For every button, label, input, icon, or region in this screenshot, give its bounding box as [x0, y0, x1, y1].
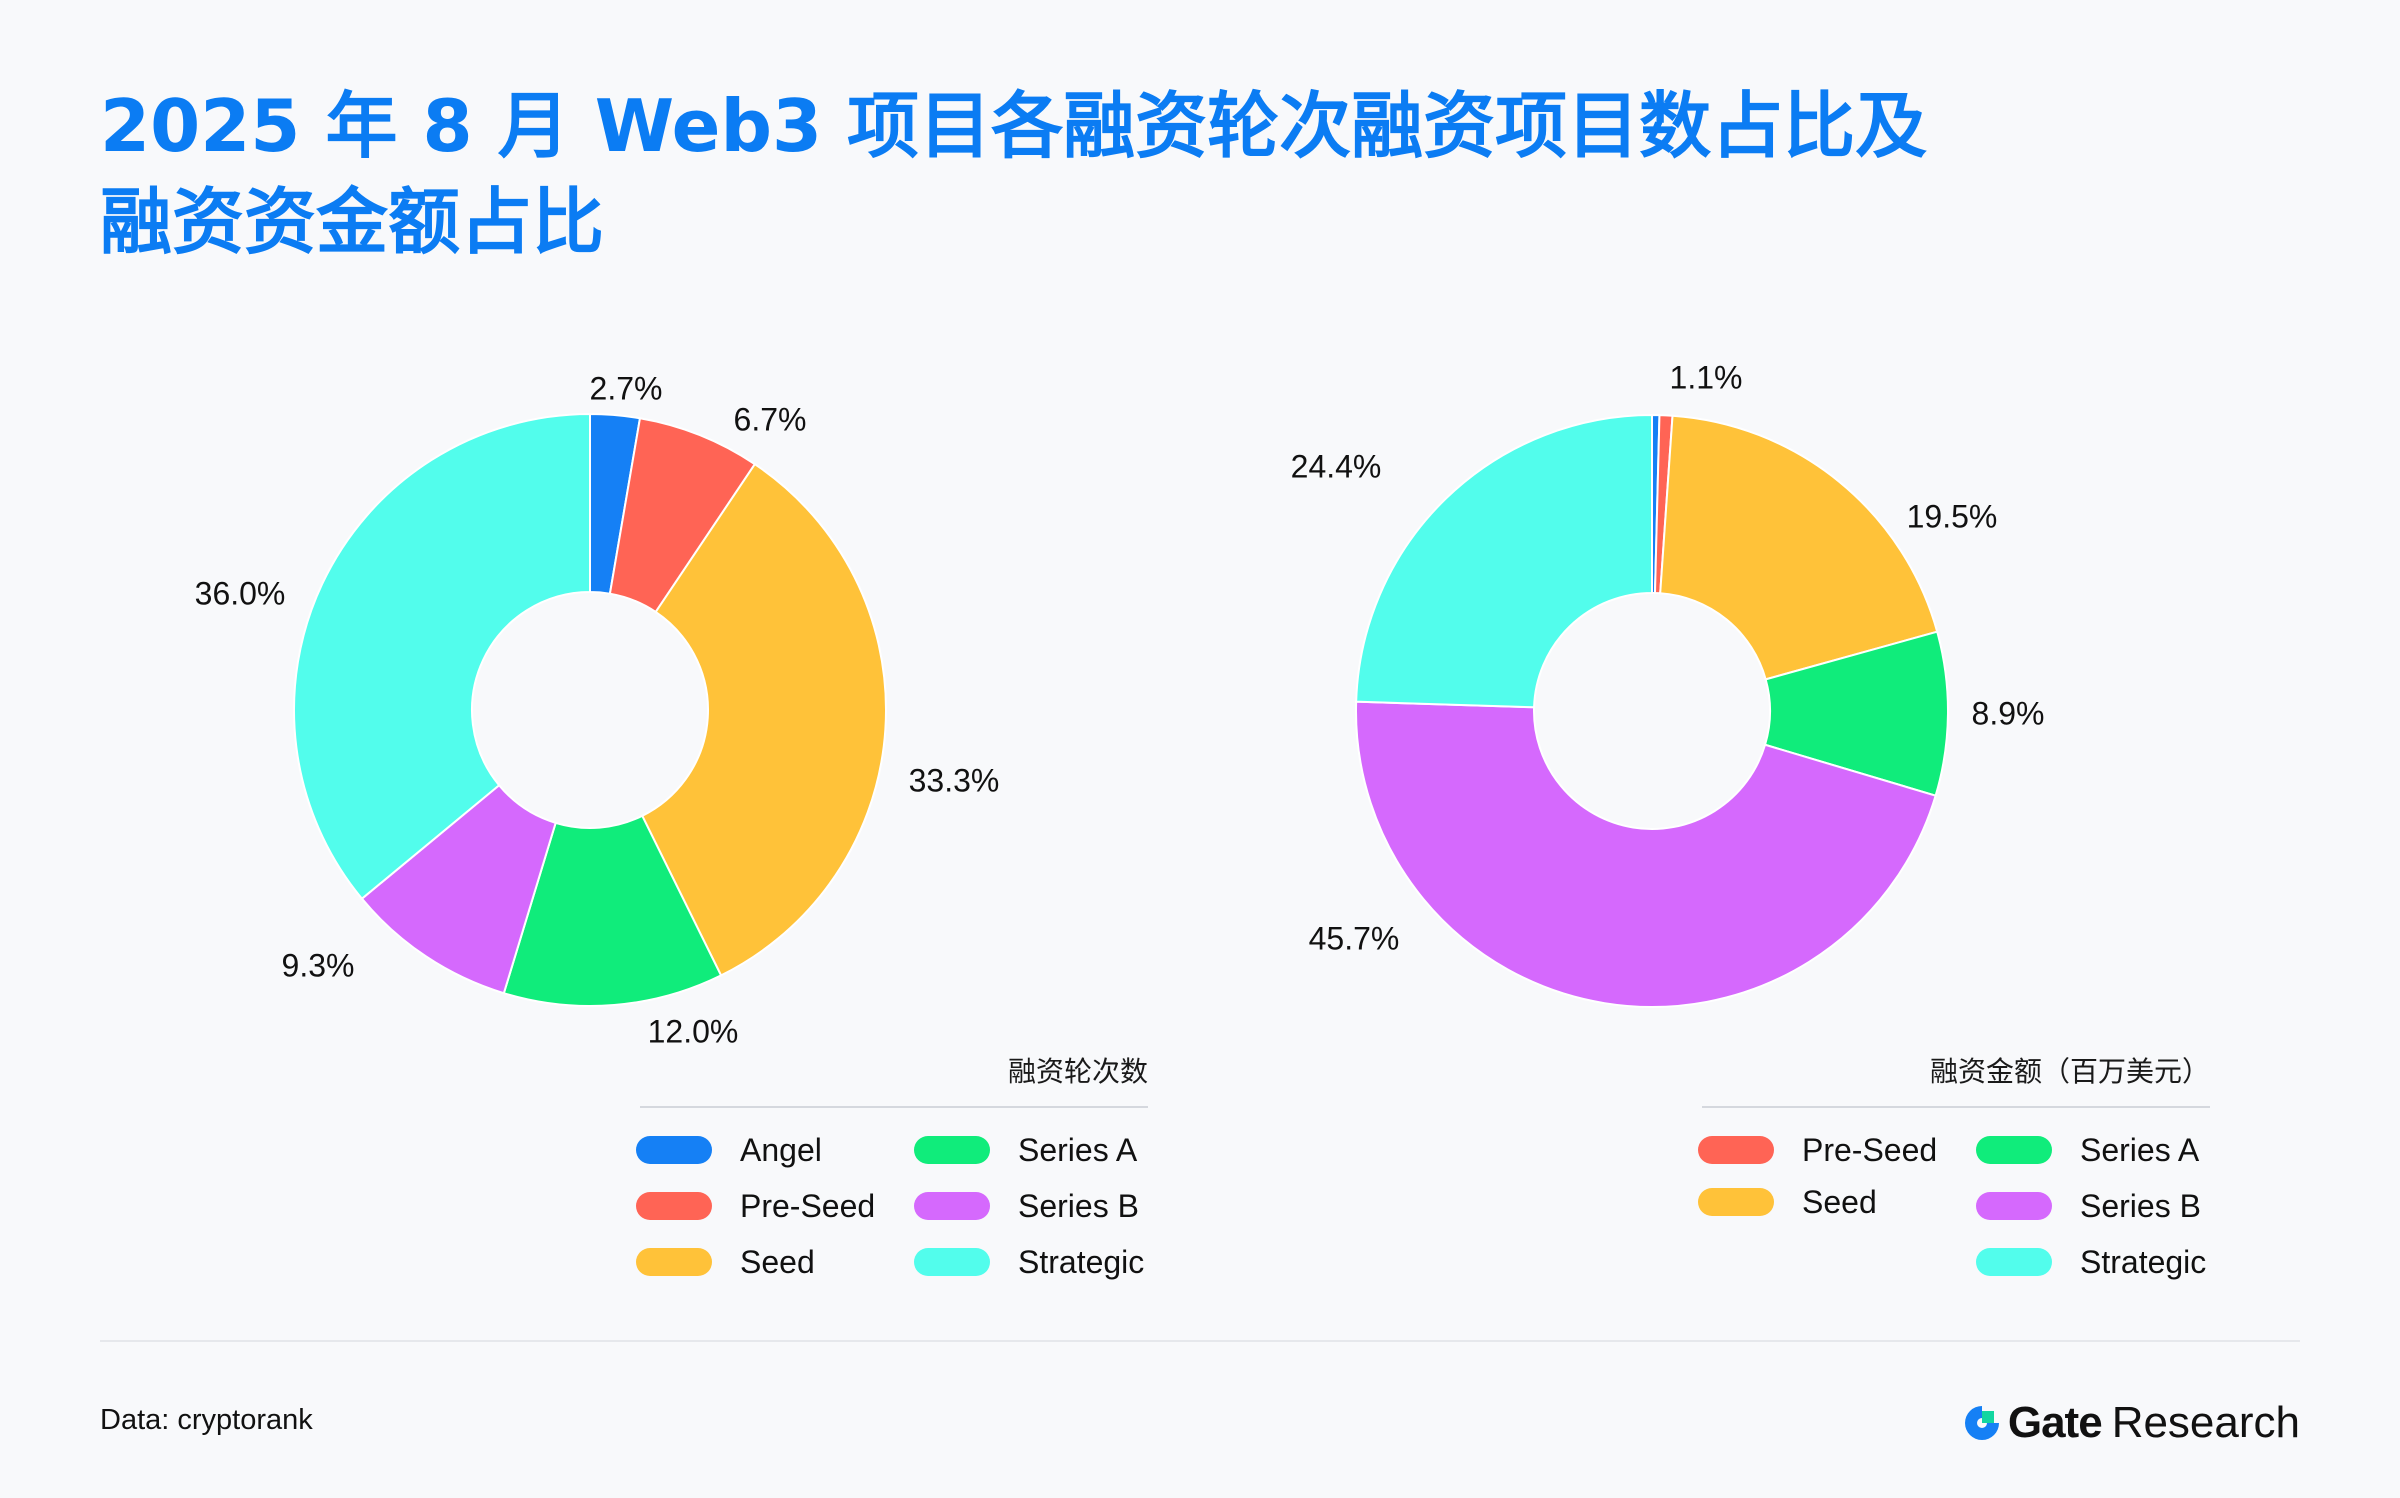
donut-chart-funding-amount: 1.1% 19.5% 8.9% 45.7% 24.4% [1291, 359, 2044, 1008]
legend-label: Pre-Seed [1802, 1131, 1938, 1168]
data-label: 12.0% [648, 1013, 739, 1049]
legend-swatch [636, 1136, 712, 1164]
data-label: 2.7% [590, 370, 663, 406]
legend-label: Pre-Seed [740, 1187, 876, 1224]
legend-item-series-b: Series B [914, 1186, 1139, 1226]
data-label: 36.0% [195, 575, 286, 611]
data-source: Data: cryptorank [100, 1404, 313, 1436]
legend-item-strategic: Strategic [1976, 1242, 2206, 1282]
slice-strategic [293, 412, 591, 901]
legend-label: Series B [2080, 1187, 2201, 1224]
page-title: 2025 年 8 月 Web3 项目各融资轮次融资项目数占比及 融资资金额占比 [100, 78, 2250, 270]
brand-research-text: Research [2111, 1398, 2300, 1447]
legend-title: 融资轮次数 [1007, 1055, 1148, 1088]
data-label: 45.7% [1309, 920, 1400, 956]
legend-swatch [1698, 1188, 1774, 1216]
legend-swatch [914, 1136, 990, 1164]
legend-item-series-a: Series A [914, 1130, 1137, 1170]
legend-item-seed: Seed [1698, 1182, 1877, 1222]
data-label-group: 1.1% 19.5% 8.9% 45.7% 24.4% [1291, 359, 2045, 956]
legend-swatch [636, 1248, 712, 1276]
legend-label: Series A [2080, 1131, 2200, 1168]
title-line-2: 融资资金额占比 [100, 180, 605, 264]
legend-label: Series A [1018, 1131, 1138, 1168]
brand-logo: Gate Research [1962, 1398, 2300, 1448]
legend-item-pre-seed: Pre-Seed [1698, 1130, 1937, 1170]
legend-swatch [914, 1248, 990, 1276]
legend-swatch [636, 1192, 712, 1220]
legend-divider [1702, 1106, 2210, 1108]
legend-label: Angel [740, 1131, 822, 1168]
legend-label: Seed [740, 1243, 815, 1280]
title-line-1: 2025 年 8 月 Web3 项目各融资轮次融资项目数占比及 [100, 84, 1928, 168]
legend-item-seed: Seed [636, 1242, 815, 1282]
slice-series-b [1355, 700, 1937, 1008]
legend-item-angel: Angel [636, 1130, 822, 1170]
legend-label: Strategic [2080, 1243, 2207, 1280]
data-label-group: 2.7% 6.7% 33.3% 12.0% 9.3% 36.0% [195, 370, 1000, 1049]
data-label: 19.5% [1907, 498, 1998, 534]
data-label: 8.9% [1972, 695, 2045, 731]
data-label: 9.3% [282, 947, 355, 983]
legend-swatch [914, 1192, 990, 1220]
legend-item-strategic: Strategic [914, 1242, 1144, 1282]
legend-item-pre-seed: Pre-Seed [636, 1186, 875, 1226]
legend-divider [640, 1106, 1148, 1108]
slice-strategic [1355, 413, 1653, 709]
legend-label: Strategic [1018, 1243, 1145, 1280]
legend-funding-amount: 融资金额（百万美元） Pre-Seed Seed Series A Series B S… [1698, 1050, 2210, 1290]
legend-swatch [1976, 1136, 2052, 1164]
legend-swatch [1698, 1136, 1774, 1164]
footer-divider [100, 1340, 2300, 1342]
data-label: 24.4% [1291, 448, 1382, 484]
legend-round-count: 融资轮次数 Angel Pre-Seed Seed Series A Series B S… [636, 1050, 1148, 1290]
brand-gate-text: Gate [2007, 1398, 2103, 1447]
legend-swatch [1976, 1192, 2052, 1220]
slice-series-a [502, 814, 723, 1007]
legend-title: 融资金额（百万美元） [1929, 1055, 2210, 1088]
slice-seed [640, 462, 887, 977]
gate-logo-icon [1964, 1406, 1999, 1440]
legend-label: Series B [1018, 1187, 1139, 1224]
donut-chart-round-count: 2.7% 6.7% 33.3% 12.0% 9.3% 36.0% [195, 370, 1000, 1049]
data-label: 1.1% [1670, 359, 1743, 395]
slice-group [293, 412, 887, 1007]
data-label: 33.3% [909, 762, 1000, 798]
legend-swatch [1976, 1248, 2052, 1276]
slice-seed [1659, 414, 1939, 681]
legend-item-series-a: Series A [1976, 1130, 2199, 1170]
slice-group [1355, 413, 1949, 1008]
data-label: 6.7% [734, 401, 807, 437]
legend-item-series-b: Series B [1976, 1186, 2201, 1226]
slice-series-b [360, 783, 557, 995]
legend-label: Seed [1802, 1183, 1877, 1220]
